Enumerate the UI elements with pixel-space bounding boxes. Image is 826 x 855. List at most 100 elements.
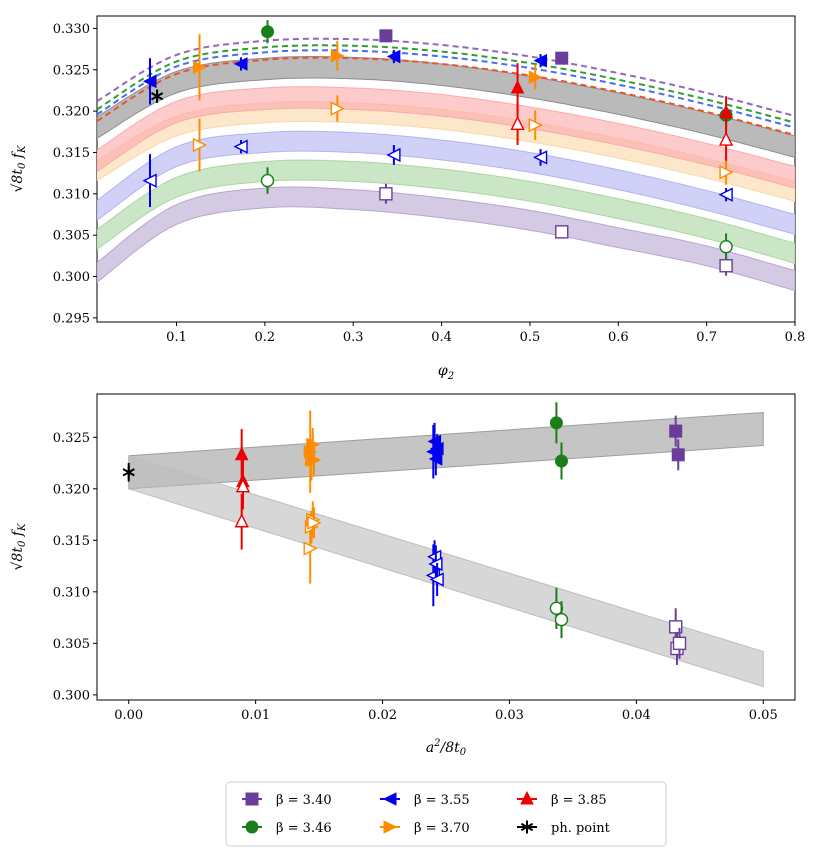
bottom-point-open (672, 636, 687, 651)
bottom-series-2 (425, 422, 444, 607)
top-x-tick-label: 0.7 (696, 330, 717, 345)
top-point-open (718, 131, 734, 146)
legend-entry-2: β = 3.55 (380, 792, 470, 808)
top-point-open (719, 259, 733, 273)
bottom-point-filled (554, 454, 568, 468)
top-point-filled (192, 60, 207, 75)
bottom-y-axis-label: √8t0 fK (10, 523, 28, 570)
top-point-filled (510, 79, 525, 94)
top-band-4 (97, 86, 795, 189)
top-point-open (260, 173, 275, 188)
legend-label: β = 3.70 (414, 821, 470, 836)
top-point-open (386, 147, 401, 163)
legend-label: β = 3.46 (276, 821, 332, 836)
bottom-point-filled (429, 441, 444, 456)
top-dashed-line-0 (97, 37, 795, 118)
legend-label: β = 3.55 (414, 793, 470, 808)
legend-label: β = 3.85 (551, 793, 607, 808)
legend-entry-1: β = 3.46 (242, 820, 332, 836)
top-point-open (532, 150, 548, 165)
bottom-panel-a2: 0.00 0.01 0.02 0.03 0.04 0.05 0.300 0.305 0.310 0… (10, 393, 796, 758)
bottom-point-filled (122, 465, 135, 479)
bottom-x-tick-label: 0.05 (749, 708, 778, 723)
bottom-plot-area (122, 402, 764, 688)
bottom-x-tick-label: 0.04 (622, 708, 651, 723)
top-point-filled (533, 53, 548, 68)
top-dashed-line-3 (97, 56, 795, 137)
bottom-band-0 (128, 411, 764, 490)
top-y-tick-label: 0.315 (53, 146, 90, 161)
top-panel-phi2: 0.1 0.2 0.3 0.4 0.5 0.6 0.7 0.8 0.295 0.300 0.305 0… (10, 15, 806, 382)
top-point-open (330, 101, 345, 116)
bottom-point-filled (234, 446, 249, 461)
legend-marker-right-triangle (383, 820, 398, 834)
legend-label: ph. point (551, 821, 611, 836)
bottom-series-1 (549, 402, 569, 639)
top-series-5 (150, 89, 164, 103)
top-series-0 (379, 29, 733, 276)
bottom-point-open (234, 513, 249, 528)
top-series-4 (510, 63, 734, 161)
bottom-axes: 0.00 0.01 0.02 0.03 0.04 0.05 0.300 0.305 0.310 0… (53, 431, 778, 723)
top-point-filled (379, 29, 393, 43)
bottom-x-tick-label: 0.03 (495, 708, 524, 723)
top-point-open (192, 137, 208, 153)
legend-entry-5: ph. point (517, 820, 611, 836)
top-y-axis-label: √8t0 fK (10, 145, 28, 192)
bottom-series-4 (234, 429, 251, 550)
bottom-point-open (303, 541, 318, 556)
top-plot-area (97, 20, 795, 292)
bottom-y-tick-label: 0.305 (53, 637, 90, 652)
top-x-tick-label: 0.8 (785, 330, 806, 345)
top-point-open (233, 139, 248, 154)
top-point-open (528, 118, 543, 133)
legend-entry-3: β = 3.70 (380, 820, 470, 836)
top-y-tick-label: 0.295 (53, 311, 90, 326)
bottom-point-filled (549, 416, 563, 430)
bottom-point-filled (671, 448, 685, 462)
top-point-open (719, 165, 734, 180)
top-point-filled (233, 57, 248, 71)
top-y-tick-label: 0.330 (53, 22, 90, 37)
bottom-point-filled (428, 452, 443, 466)
top-y-tick-label: 0.320 (53, 105, 90, 120)
legend-entry-0: β = 3.40 (242, 792, 332, 808)
bottom-point-open (235, 478, 251, 493)
top-y-tick-label: 0.310 (53, 187, 90, 202)
top-dashed-line-2 (97, 49, 795, 129)
legend-frame (225, 781, 667, 847)
top-band-2 (97, 130, 795, 235)
bottom-series-5 (122, 463, 135, 482)
top-point-open (719, 240, 733, 254)
bottom-y-tick-label: 0.325 (53, 431, 90, 446)
bottom-y-tick-label: 0.320 (53, 482, 90, 497)
bottom-point-open (429, 572, 444, 587)
top-point-filled (386, 49, 401, 64)
top-dashed-line-1 (97, 44, 795, 124)
top-point-open (510, 115, 525, 131)
legend-marker-square (245, 792, 259, 806)
top-point-open (718, 187, 733, 202)
top-point-open (555, 225, 569, 239)
top-point-open (379, 187, 393, 201)
top-x-tick-label: 0.6 (608, 330, 629, 345)
bottom-point-open (554, 612, 569, 627)
bottom-x-tick-label: 0.00 (114, 708, 143, 723)
top-y-tick-label: 0.305 (53, 229, 90, 244)
bottom-series-3 (303, 410, 322, 584)
bottom-point-open (307, 515, 322, 530)
legend-label: β = 3.40 (276, 793, 332, 808)
bottom-plot-frame (96, 393, 796, 701)
top-x-tick-label: 0.1 (166, 330, 187, 345)
top-band-5 (97, 56, 795, 158)
legend: β = 3.40 β = 3.46 β = 3.55 β = 3.70 β = 3.85… (225, 781, 667, 847)
bottom-y-tick-label: 0.300 (53, 688, 90, 703)
top-point-filled (150, 89, 164, 103)
bottom-x-tick-label: 0.01 (241, 708, 270, 723)
legend-entry-4: β = 3.85 (517, 790, 607, 808)
top-band-0 (97, 186, 795, 292)
top-series-2 (142, 49, 733, 208)
bottom-x-tick-label: 0.02 (368, 708, 397, 723)
bottom-point-open (428, 556, 443, 572)
